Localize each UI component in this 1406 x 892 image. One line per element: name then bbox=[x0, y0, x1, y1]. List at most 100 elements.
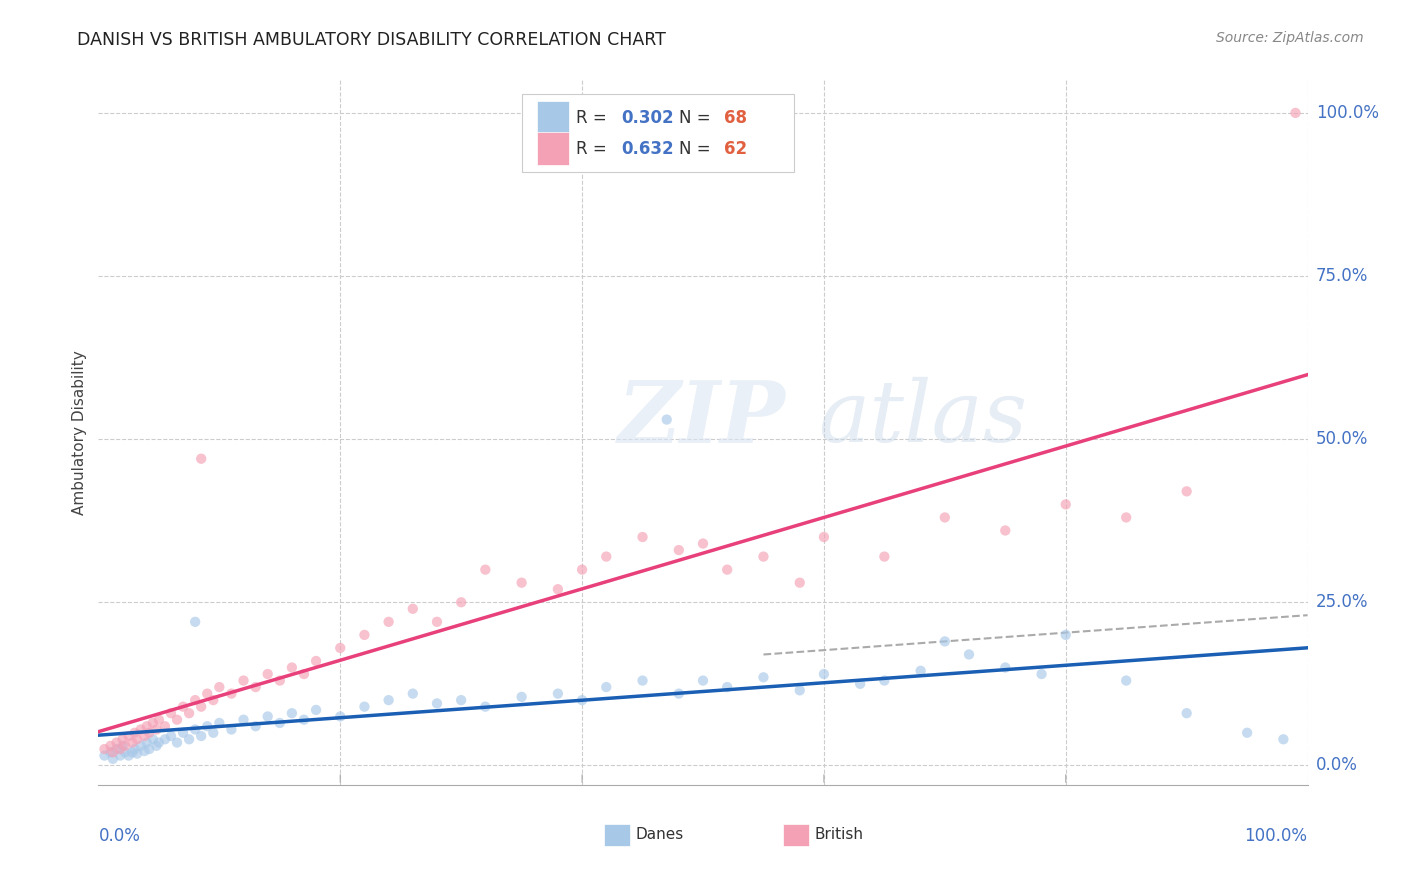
Point bbox=[305, 703, 328, 717]
Point bbox=[166, 713, 188, 727]
Point bbox=[101, 745, 124, 759]
Point bbox=[292, 667, 315, 681]
FancyBboxPatch shape bbox=[537, 132, 569, 165]
Text: 100.0%: 100.0% bbox=[1244, 827, 1308, 846]
Point bbox=[426, 615, 449, 629]
Point bbox=[353, 699, 375, 714]
Point bbox=[100, 739, 122, 753]
Text: DANISH VS BRITISH AMBULATORY DISABILITY CORRELATION CHART: DANISH VS BRITISH AMBULATORY DISABILITY … bbox=[77, 31, 666, 49]
Point bbox=[353, 628, 375, 642]
Point bbox=[269, 716, 291, 731]
Point bbox=[129, 739, 152, 753]
Point bbox=[377, 615, 399, 629]
Point bbox=[221, 723, 243, 737]
Point bbox=[1272, 732, 1295, 747]
Point bbox=[127, 747, 149, 761]
Point bbox=[910, 664, 932, 678]
Point bbox=[571, 563, 593, 577]
Point bbox=[184, 723, 207, 737]
Point bbox=[184, 615, 207, 629]
Point bbox=[221, 687, 243, 701]
Point bbox=[138, 725, 160, 739]
Point bbox=[1284, 106, 1306, 120]
Point bbox=[1175, 484, 1198, 499]
Point bbox=[329, 640, 352, 655]
Point bbox=[232, 713, 254, 727]
Point bbox=[547, 687, 569, 701]
Point bbox=[752, 549, 775, 564]
Point bbox=[190, 729, 212, 743]
Point bbox=[134, 744, 156, 758]
Point bbox=[269, 673, 291, 688]
Point bbox=[245, 719, 267, 733]
Point bbox=[934, 634, 956, 648]
Point bbox=[595, 549, 617, 564]
Point bbox=[813, 530, 835, 544]
Point bbox=[752, 670, 775, 684]
Point bbox=[402, 687, 425, 701]
Text: Source: ZipAtlas.com: Source: ZipAtlas.com bbox=[1216, 31, 1364, 45]
Point bbox=[571, 693, 593, 707]
Point bbox=[100, 745, 122, 759]
Text: 0.0%: 0.0% bbox=[98, 827, 141, 846]
Point bbox=[655, 412, 678, 426]
Point bbox=[108, 742, 131, 756]
Point bbox=[195, 687, 218, 701]
Point bbox=[631, 530, 654, 544]
Point bbox=[1054, 497, 1077, 511]
Text: R =: R = bbox=[576, 140, 612, 158]
Point bbox=[135, 735, 157, 749]
Point bbox=[153, 732, 176, 747]
Point bbox=[148, 713, 170, 727]
Point bbox=[145, 723, 167, 737]
Point bbox=[329, 709, 352, 723]
Point bbox=[232, 673, 254, 688]
Point bbox=[138, 742, 160, 756]
Point bbox=[105, 735, 128, 749]
Point bbox=[450, 595, 472, 609]
Point bbox=[281, 660, 304, 674]
Point bbox=[190, 699, 212, 714]
Text: atlas: atlas bbox=[818, 377, 1026, 460]
Point bbox=[135, 719, 157, 733]
Point bbox=[873, 549, 896, 564]
Point bbox=[208, 680, 231, 694]
Point bbox=[160, 729, 183, 743]
Point bbox=[124, 742, 146, 756]
Point bbox=[692, 536, 714, 550]
Point bbox=[994, 660, 1017, 674]
Point bbox=[510, 575, 533, 590]
Point bbox=[292, 713, 315, 727]
Point bbox=[510, 690, 533, 704]
Point bbox=[402, 601, 425, 615]
Point bbox=[668, 543, 690, 558]
Point bbox=[1031, 667, 1053, 681]
Point bbox=[127, 732, 149, 747]
Point bbox=[142, 716, 165, 731]
Point bbox=[202, 693, 225, 707]
Point bbox=[190, 451, 212, 466]
Point bbox=[184, 693, 207, 707]
Point bbox=[474, 563, 496, 577]
Point bbox=[789, 683, 811, 698]
Point bbox=[595, 680, 617, 694]
Text: N =: N = bbox=[679, 109, 716, 127]
FancyBboxPatch shape bbox=[522, 95, 793, 172]
Point bbox=[105, 742, 128, 756]
Point bbox=[202, 725, 225, 739]
FancyBboxPatch shape bbox=[603, 823, 630, 847]
Point bbox=[1115, 673, 1137, 688]
Point bbox=[118, 729, 141, 743]
Point bbox=[631, 673, 654, 688]
Text: ZIP: ZIP bbox=[619, 376, 786, 460]
Text: N =: N = bbox=[679, 140, 716, 158]
Point bbox=[281, 706, 304, 721]
Point bbox=[166, 735, 188, 749]
Point bbox=[179, 706, 201, 721]
Point bbox=[994, 524, 1017, 538]
Point bbox=[121, 735, 143, 749]
Point bbox=[172, 699, 194, 714]
Point bbox=[134, 729, 156, 743]
Point bbox=[172, 725, 194, 739]
Point bbox=[179, 732, 201, 747]
